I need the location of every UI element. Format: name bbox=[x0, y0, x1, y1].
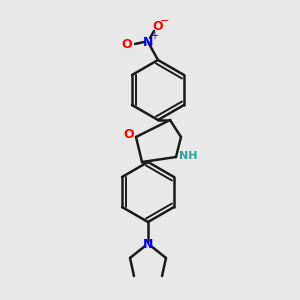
Text: N: N bbox=[143, 238, 153, 250]
Text: O: O bbox=[153, 20, 163, 34]
Text: O: O bbox=[124, 128, 134, 142]
Text: N: N bbox=[143, 35, 153, 49]
Text: NH: NH bbox=[179, 151, 197, 161]
Text: +: + bbox=[150, 31, 158, 41]
Text: −: − bbox=[160, 16, 170, 26]
Text: O: O bbox=[122, 38, 132, 50]
